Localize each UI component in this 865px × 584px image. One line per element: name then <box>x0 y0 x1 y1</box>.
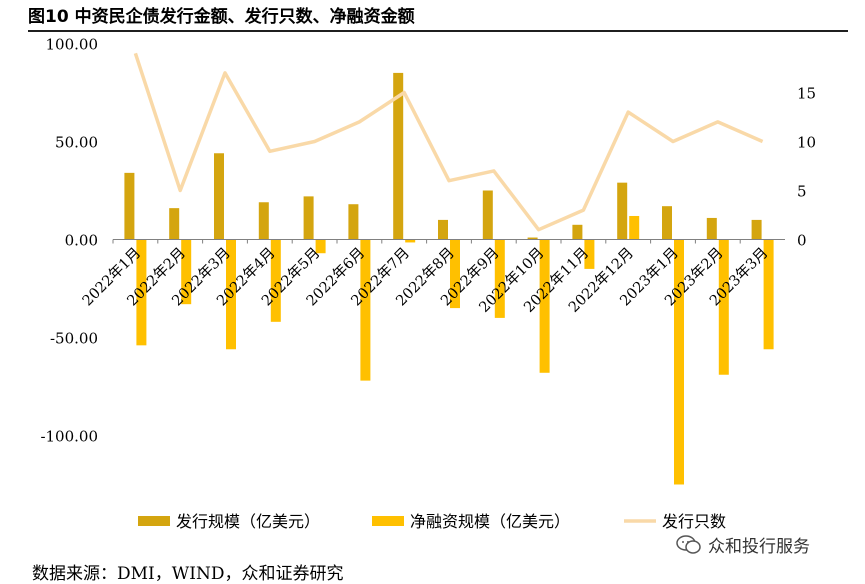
bar-net-financing <box>270 239 281 322</box>
bar-issuance <box>617 182 628 240</box>
legend-label: 发行规模（亿美元） <box>176 512 320 531</box>
title-rule <box>28 30 848 32</box>
bar-issuance <box>751 219 762 240</box>
left-tick-label: 50.00 <box>55 134 98 152</box>
bar-issuance <box>527 237 538 240</box>
bar-net-financing <box>718 239 729 375</box>
bar-issuance <box>258 202 269 240</box>
bar-issuance <box>214 153 224 240</box>
watermark-text: 众和投行服务 <box>708 537 810 557</box>
left-tick-label: -100.00 <box>40 428 98 446</box>
chart-title: 图10 中资民企债发行金额、发行只数、净融资金额 <box>28 7 415 27</box>
left-tick-label: 0.00 <box>65 232 98 250</box>
bar-issuance <box>124 172 135 240</box>
chart-canvas: -100.00-50.000.0050.00100.000510152022年1… <box>40 36 816 532</box>
bar-net-financing <box>539 239 550 373</box>
left-tick-label: 100.00 <box>46 36 99 54</box>
bar-net-financing <box>450 239 460 309</box>
line-issuance-count <box>133 52 764 232</box>
watermark: 众和投行服务 <box>676 532 810 557</box>
bar-issuance <box>169 208 180 240</box>
right-tick-label: 0 <box>797 232 807 250</box>
right-tick-label: 10 <box>797 134 816 152</box>
bar-net-financing <box>629 215 640 240</box>
legend-label: 发行只数 <box>662 512 726 531</box>
right-tick-label: 15 <box>797 85 816 103</box>
bar-issuance <box>348 204 359 240</box>
bar-issuance <box>438 219 448 240</box>
bar-net-financing <box>494 239 505 318</box>
bar-net-financing <box>674 239 684 485</box>
legend-swatch <box>372 516 404 526</box>
bar-issuance <box>482 190 493 240</box>
bar-issuance <box>393 72 404 240</box>
bar-net-financing <box>315 239 326 254</box>
legend-swatch <box>138 516 170 526</box>
bar-net-financing <box>584 239 595 269</box>
bar-issuance <box>303 196 314 240</box>
bar-issuance <box>706 217 717 240</box>
source-note: 数据来源：DMI，WIND，众和证券研究 <box>32 564 344 584</box>
bar-net-financing <box>226 239 236 350</box>
left-tick-label: -50.00 <box>50 330 98 348</box>
right-tick-label: 5 <box>797 183 807 201</box>
bar-net-financing <box>136 239 147 346</box>
bar-issuance <box>572 224 583 240</box>
bar-net-financing <box>405 239 416 243</box>
wechat-icon <box>676 534 701 554</box>
bar-issuance <box>662 206 672 240</box>
bar-net-financing <box>360 239 371 381</box>
legend-label: 净融资规模（亿美元） <box>410 512 570 531</box>
bar-net-financing <box>763 239 774 350</box>
bar-net-financing <box>181 239 192 305</box>
